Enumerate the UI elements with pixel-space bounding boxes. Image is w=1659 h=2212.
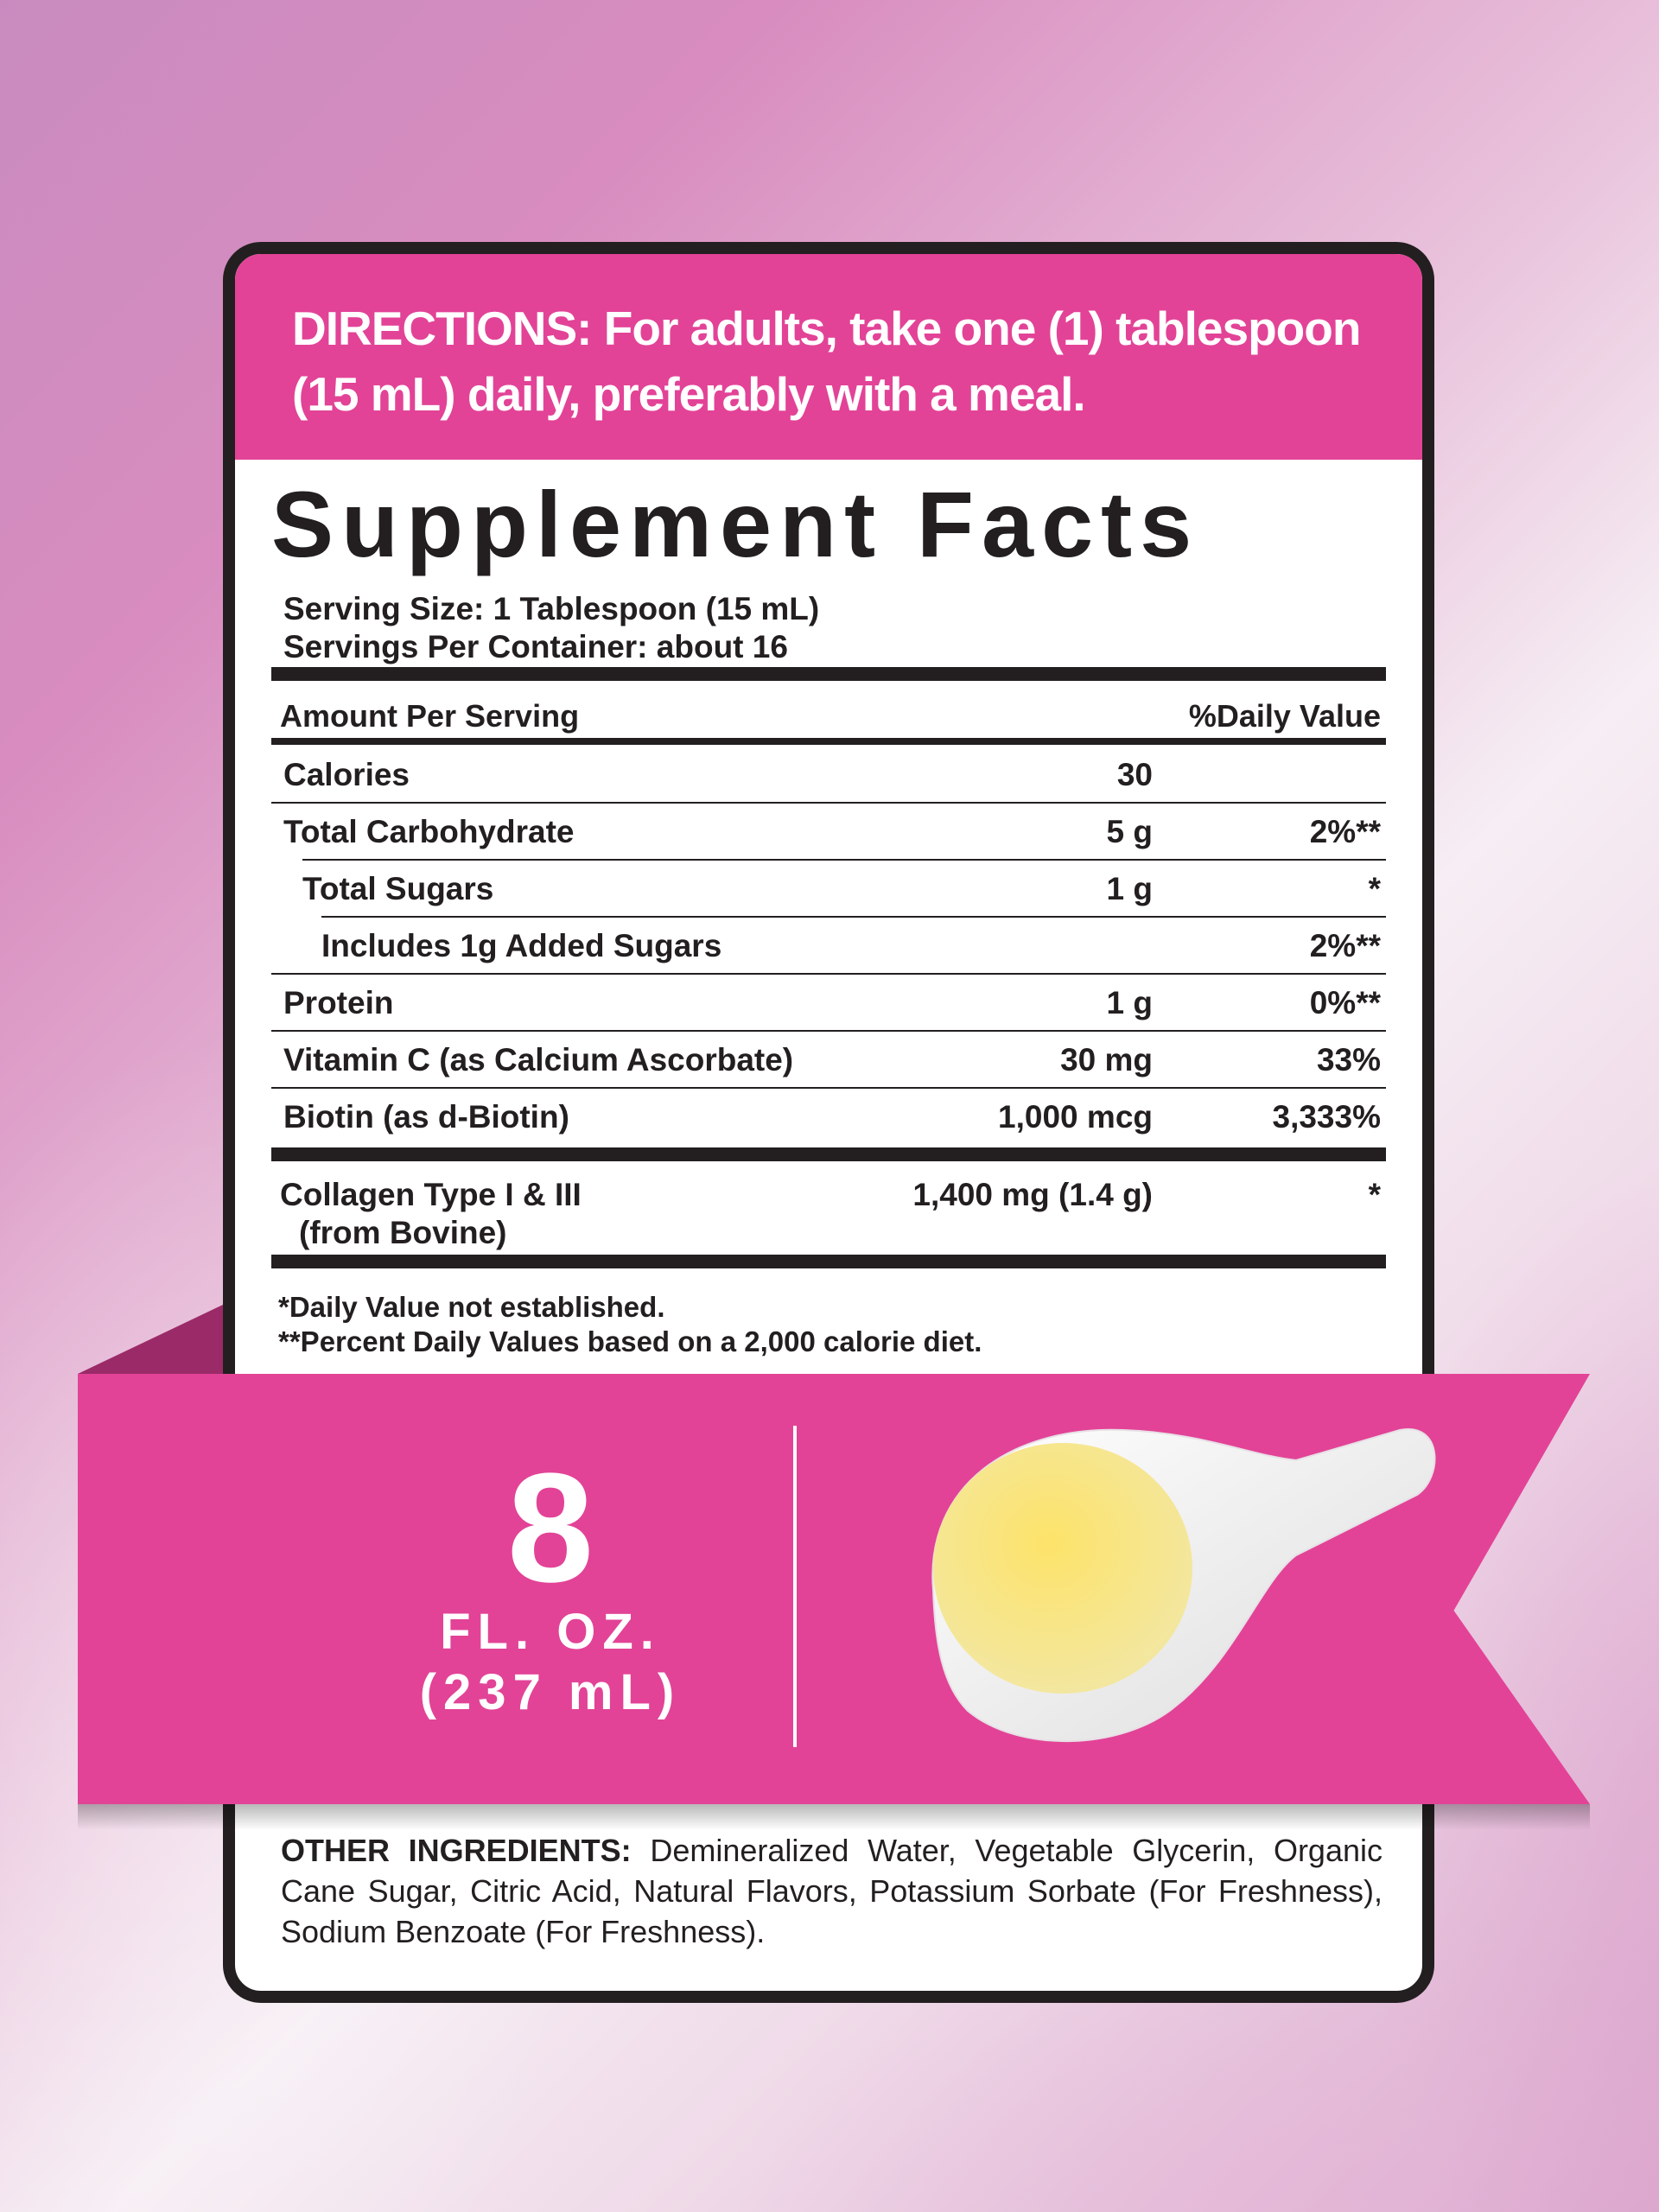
volume-unit: FL. OZ. bbox=[440, 1604, 661, 1660]
volume-metric: (237 mL) bbox=[419, 1664, 682, 1720]
row-divider bbox=[271, 1087, 1386, 1089]
nutrient-amount: 5 g bbox=[1106, 814, 1153, 849]
thick-divider bbox=[271, 1147, 1386, 1161]
row-divider bbox=[271, 802, 1386, 804]
table-row: Protein 1 g 0%** bbox=[271, 975, 1386, 1032]
nutrient-amount: 1 g bbox=[1106, 871, 1153, 906]
nutrient-daily-value: * bbox=[1368, 1177, 1381, 1212]
directions-banner: DIRECTIONS: For adults, take one (1) tab… bbox=[235, 254, 1422, 460]
medium-divider bbox=[271, 738, 1386, 745]
table-row: Total Carbohydrate 5 g 2%** bbox=[271, 804, 1386, 861]
thick-divider bbox=[271, 667, 1386, 681]
nutrient-source: (from Bovine) bbox=[299, 1215, 507, 1250]
ribbon-divider bbox=[793, 1426, 797, 1747]
nutrient-amount: 30 bbox=[1116, 757, 1153, 792]
table-row: Total Sugars 1 g * bbox=[271, 861, 1386, 918]
row-divider bbox=[271, 973, 1386, 975]
directions-line-1: DIRECTIONS: For adults, take one (1) tab… bbox=[292, 302, 1361, 355]
nutrient-daily-value: 3,333% bbox=[1272, 1099, 1382, 1135]
spoon-image bbox=[931, 1427, 1436, 1743]
directions-line-2: (15 mL) daily, preferably with a meal. bbox=[292, 367, 1086, 421]
thick-divider bbox=[271, 1255, 1386, 1268]
row-divider bbox=[302, 859, 1386, 861]
footnote-2: **Percent Daily Values based on a 2,000 … bbox=[278, 1325, 982, 1357]
daily-value-header: %Daily Value bbox=[1188, 698, 1381, 734]
nutrient-name: Biotin (as d-Biotin) bbox=[283, 1099, 569, 1135]
nutrient-amount: 1,400 mg (1.4 g) bbox=[912, 1177, 1153, 1212]
ribbon-shadow bbox=[78, 1804, 1590, 1830]
other-ingredients: OTHER INGREDIENTS: Demineralized Water, … bbox=[281, 1830, 1382, 1952]
volume-number: 8 bbox=[506, 1441, 594, 1615]
amount-per-serving-header: Amount Per Serving bbox=[280, 698, 580, 734]
servings-per-container: Servings Per Container: about 16 bbox=[283, 629, 788, 664]
nutrient-name: Total Sugars bbox=[302, 871, 494, 906]
nutrient-amount: 1,000 mcg bbox=[998, 1099, 1153, 1135]
nutrient-name: Total Carbohydrate bbox=[283, 814, 575, 849]
nutrient-amount: 1 g bbox=[1106, 985, 1153, 1020]
table-header: Amount Per Serving %Daily Value bbox=[271, 688, 1386, 740]
collagen-row: Collagen Type I & III (from Bovine) 1,40… bbox=[271, 1166, 1386, 1253]
other-ingredients-label: OTHER INGREDIENTS: bbox=[281, 1833, 632, 1868]
nutrient-name: Vitamin C (as Calcium Ascorbate) bbox=[283, 1042, 794, 1077]
nutrient-daily-value: 2%** bbox=[1309, 814, 1381, 849]
serving-size: Serving Size: 1 Tablespoon (15 mL) bbox=[283, 591, 820, 626]
nutrient-name: Calories bbox=[283, 757, 410, 792]
other-ingredients-text: Demineralized Water, Vegetable Glycerin,… bbox=[281, 1833, 1382, 1949]
row-divider bbox=[271, 1030, 1386, 1032]
nutrient-amount: 30 mg bbox=[1060, 1042, 1153, 1077]
nutrient-daily-value: * bbox=[1368, 871, 1381, 906]
nutrient-daily-value: 2%** bbox=[1309, 928, 1381, 963]
ribbon-fold bbox=[78, 1305, 223, 1374]
table-row: Biotin (as d-Biotin) 1,000 mcg 3,333% bbox=[271, 1089, 1386, 1146]
row-divider bbox=[321, 916, 1386, 918]
volume-ribbon bbox=[78, 1374, 1590, 1804]
footnote-1: *Daily Value not established. bbox=[278, 1291, 665, 1323]
liquid bbox=[933, 1443, 1192, 1694]
table-row: Calories 30 bbox=[271, 747, 1386, 804]
nutrient-name: Includes 1g Added Sugars bbox=[321, 928, 722, 963]
table-row: Vitamin C (as Calcium Ascorbate) 30 mg 33% bbox=[271, 1032, 1386, 1089]
nutrient-daily-value: 33% bbox=[1316, 1042, 1381, 1077]
nutrient-name: Protein bbox=[283, 985, 394, 1020]
nutrient-name: Collagen Type I & III bbox=[280, 1177, 582, 1212]
table-row: Includes 1g Added Sugars 2%** bbox=[271, 918, 1386, 975]
nutrient-daily-value: 0%** bbox=[1309, 985, 1381, 1020]
facts-title: Supplement Facts bbox=[271, 472, 1200, 576]
